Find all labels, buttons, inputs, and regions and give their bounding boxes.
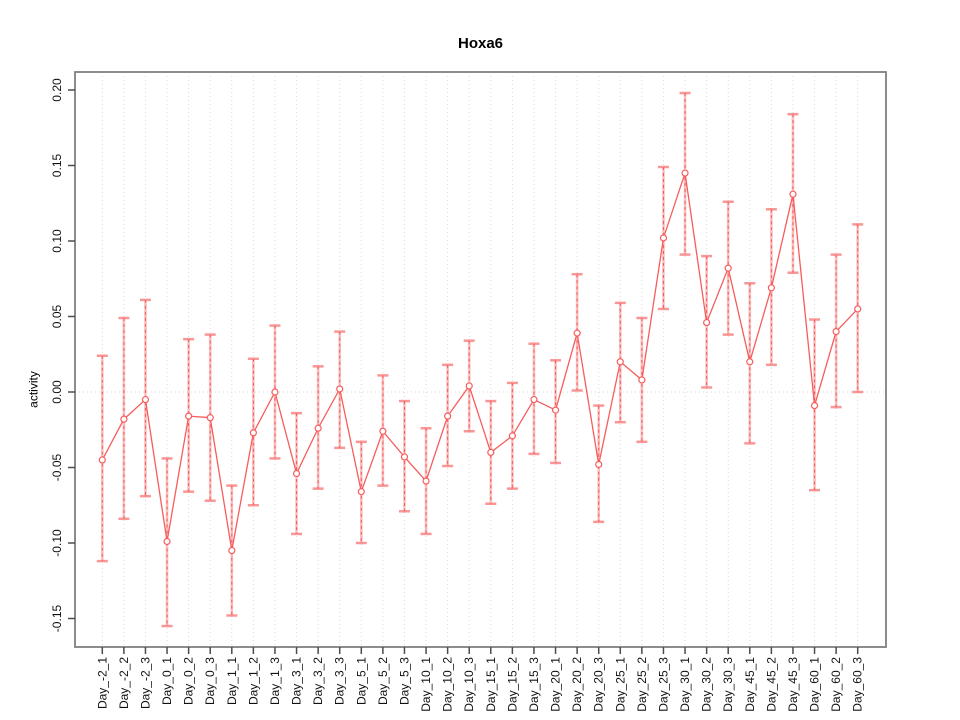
x-tick-label: Day_5_3: [397, 657, 411, 705]
data-point-marker: [185, 412, 193, 420]
data-point-marker: [98, 456, 106, 464]
data-point-marker: [767, 284, 775, 292]
data-point-marker: [163, 537, 171, 546]
x-tick-label: Day_-2_3: [138, 657, 152, 709]
x-tick-label: Day_15_3: [527, 657, 541, 712]
y-tick-label: -0.15: [50, 605, 64, 633]
x-tick-label: Day_-2_2: [117, 657, 131, 709]
data-point-marker: [724, 264, 732, 272]
data-point-marker: [681, 169, 689, 177]
x-tick-label: Day_1_2: [246, 657, 260, 705]
y-tick-label: 0.00: [50, 380, 64, 404]
data-point-marker: [508, 432, 516, 440]
x-tick-label: Day_25_3: [656, 657, 670, 712]
x-tick-label: Day_-2_1: [95, 657, 109, 709]
x-tick-label: Day_1_3: [268, 657, 282, 705]
plot-box: [74, 71, 887, 648]
y-tick-label: -0.10: [50, 529, 64, 557]
data-point-marker: [357, 488, 365, 496]
data-point-marker: [444, 412, 452, 420]
x-tick-label: Day_30_1: [678, 657, 692, 712]
x-tick-label: Day_1_1: [225, 657, 239, 705]
data-point-marker: [141, 395, 150, 404]
data-point-marker: [746, 358, 754, 366]
x-tick-label: Day_45_3: [786, 657, 800, 712]
x-tick-label: Day_0_3: [203, 657, 217, 705]
x-tick-label: Day_60_2: [829, 657, 843, 712]
x-tick-label: Day_15_1: [484, 657, 498, 712]
x-tick-label: Day_25_2: [635, 657, 649, 712]
data-point-marker: [703, 318, 711, 327]
data-point-marker: [292, 469, 301, 478]
data-point-marker: [595, 460, 603, 469]
data-point-marker: [249, 429, 257, 437]
y-tick-label: -0.05: [50, 454, 64, 482]
data-point-marker: [465, 382, 473, 390]
data-point-marker: [400, 453, 409, 461]
data-point-marker: [616, 358, 624, 366]
x-tick-label: Day_15_2: [505, 657, 519, 712]
x-tick-label: Day_3_3: [333, 657, 347, 705]
data-point-marker: [789, 190, 797, 198]
chart-title: Hoxa6: [457, 35, 504, 52]
x-tick-label: Day_0_1: [160, 657, 174, 705]
data-point-marker: [832, 328, 840, 336]
data-point-marker: [336, 385, 344, 393]
x-tick-label: Day_10_1: [419, 657, 433, 712]
data-point-marker: [120, 415, 128, 423]
data-point-marker: [314, 424, 322, 432]
x-tick-label: Day_30_3: [721, 657, 735, 712]
x-tick-label: Day_45_1: [743, 657, 757, 712]
x-tick-label: Day_3_2: [311, 657, 325, 705]
data-point-marker: [379, 427, 387, 435]
data-point-marker: [271, 388, 279, 396]
x-tick-label: Day_20_3: [592, 657, 606, 712]
data-point-marker: [228, 546, 236, 555]
data-point-marker: [573, 329, 581, 337]
x-tick-label: Day_30_2: [700, 657, 714, 712]
x-tick-label: Day_5_2: [376, 657, 390, 705]
y-tick-label: 0.15: [50, 153, 64, 177]
x-tick-label: Day_3_1: [290, 657, 304, 705]
data-point-marker: [551, 406, 560, 414]
x-tick-label: Day_60_3: [851, 657, 865, 712]
data-point-marker: [810, 401, 819, 410]
y-tick-label: 0.20: [50, 78, 64, 102]
x-tick-label: Day_5_1: [354, 657, 368, 705]
data-point-marker: [487, 448, 495, 456]
series-line: [101, 172, 859, 551]
x-tick-label: Day_10_3: [462, 657, 476, 712]
data-point-marker: [659, 234, 668, 242]
x-tick-label: Day_10_2: [441, 657, 455, 712]
x-tick-label: Day_20_2: [570, 657, 584, 712]
x-tick-label: Day_20_1: [549, 657, 563, 712]
data-point-marker: [854, 305, 862, 313]
x-tick-label: Day_60_1: [808, 657, 822, 712]
y-tick-label: 0.10: [50, 229, 64, 253]
data-point-marker: [422, 477, 430, 485]
x-tick-label: Day_25_1: [613, 657, 627, 712]
data-point-marker: [638, 376, 646, 384]
data-point-marker: [206, 414, 214, 422]
x-tick-label: Day_0_2: [182, 657, 196, 705]
y-tick-label: 0.05: [50, 304, 64, 328]
x-tick-label: Day_45_2: [764, 657, 778, 712]
data-point-marker: [530, 395, 538, 404]
